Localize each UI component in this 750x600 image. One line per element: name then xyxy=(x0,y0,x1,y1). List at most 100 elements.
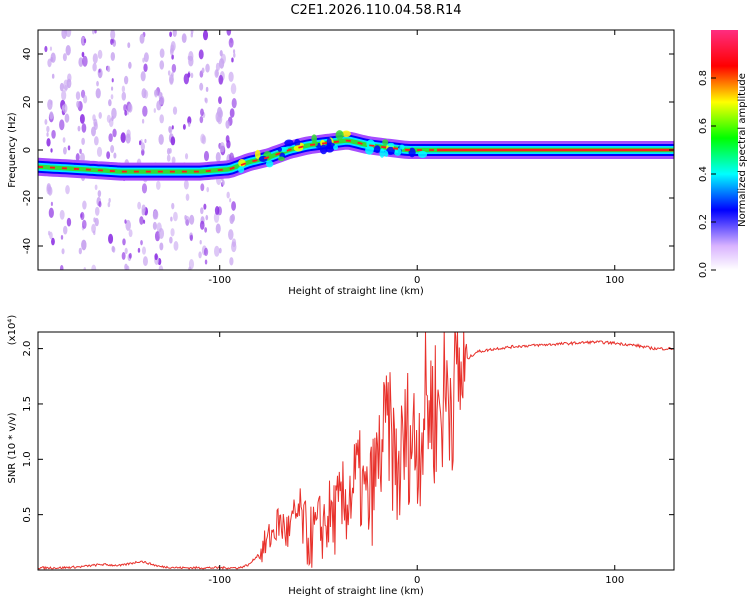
noise-blob xyxy=(137,247,141,253)
noise-blob xyxy=(47,99,53,111)
noise-blob xyxy=(189,214,195,225)
ridge-blob xyxy=(265,160,274,168)
ridge-blob xyxy=(384,150,389,157)
noise-blob xyxy=(48,207,54,219)
colorbar-ticks: 0.0 0.2 0.4 0.6 0.8 xyxy=(698,70,716,278)
noise-blob xyxy=(143,89,149,99)
bottom-plot-frame xyxy=(37,331,675,571)
noise-blob xyxy=(62,103,68,114)
noise-blob xyxy=(215,152,221,163)
ridge-blob xyxy=(277,156,285,162)
noise-blob xyxy=(229,257,234,266)
noise-blob xyxy=(200,108,204,117)
noise-blob xyxy=(218,247,222,254)
noise-blob xyxy=(95,88,101,99)
noise-blob xyxy=(81,239,87,251)
noise-blob xyxy=(111,245,115,253)
noise-blob xyxy=(63,146,67,155)
ridge-blob xyxy=(333,145,339,151)
noise-blob xyxy=(94,206,100,216)
chart-title: C2E1.2026.110.04.58.R14 xyxy=(290,3,461,18)
noise-blob xyxy=(65,45,71,56)
spectrogram-plot-area xyxy=(38,30,674,270)
noise-blob xyxy=(204,227,208,233)
noise-blob xyxy=(188,55,194,67)
noise-blob xyxy=(159,60,165,70)
noise-blob xyxy=(206,186,210,193)
noise-blob xyxy=(51,129,56,139)
noise-blob xyxy=(44,119,48,125)
noise-blob xyxy=(50,201,53,207)
snr-plot-area xyxy=(38,332,674,570)
noise-blob xyxy=(218,96,222,105)
snr-line xyxy=(38,332,674,570)
noise-blob xyxy=(80,213,83,218)
noise-blob xyxy=(111,115,114,122)
noise-blob xyxy=(64,113,70,123)
noise-blob xyxy=(171,125,174,130)
ridge-blob xyxy=(258,155,268,162)
noise-blob xyxy=(82,95,88,104)
noise-blob xyxy=(98,201,102,208)
x-tick-label: -100 xyxy=(208,275,231,286)
y-tick-label: 0 xyxy=(22,147,33,153)
noise-blob xyxy=(229,108,235,118)
noise-blob xyxy=(200,207,204,215)
noise-blob xyxy=(138,140,142,146)
noise-blob xyxy=(50,148,53,153)
noise-blob xyxy=(111,78,114,83)
colorbar-label: Normalized spectral amplitude xyxy=(737,73,748,227)
noise-blob xyxy=(231,57,234,63)
noise-blob xyxy=(78,247,82,255)
noise-blob xyxy=(81,123,87,133)
noise-blob xyxy=(123,104,127,112)
colorbar-tick-label: 0.2 xyxy=(698,214,709,230)
noise-blob xyxy=(173,240,179,251)
y-tick-label: 40 xyxy=(22,48,33,61)
noise-blob xyxy=(97,190,102,198)
noise-blob xyxy=(230,213,235,223)
noise-blob xyxy=(121,252,126,260)
noise-blob xyxy=(108,198,111,203)
noise-blob xyxy=(62,53,67,62)
noise-blob xyxy=(226,30,232,36)
noise-blob xyxy=(92,62,97,72)
noise-blob xyxy=(214,245,220,257)
noise-blob xyxy=(226,139,231,149)
noise-blob xyxy=(199,82,204,91)
noise-blob xyxy=(49,111,54,120)
noise-blob xyxy=(169,74,174,84)
noise-blob xyxy=(140,142,145,151)
noise-blob xyxy=(181,33,187,44)
noise-blob xyxy=(167,70,171,76)
noise-blob xyxy=(187,122,191,127)
noise-blob xyxy=(232,49,236,54)
noise-blob xyxy=(110,51,116,61)
noise-blob xyxy=(155,180,161,190)
noise-blob xyxy=(94,217,99,227)
noise-blob xyxy=(189,234,193,242)
noise-blob xyxy=(64,84,68,92)
noise-blob xyxy=(123,75,129,85)
ridge-blob xyxy=(418,150,428,158)
noise-blob xyxy=(51,237,55,246)
noise-blob xyxy=(187,116,192,125)
noise-blob xyxy=(204,259,208,265)
noise-blob xyxy=(61,248,65,255)
noise-blob xyxy=(201,67,205,74)
noise-blob xyxy=(110,94,114,100)
noise-blob xyxy=(169,236,173,244)
noise-blob xyxy=(217,106,223,118)
spectrogram-panel: -100 0 100 -40 -20 0 20 40 Height of straight l… xyxy=(7,29,748,297)
noise-blob xyxy=(81,137,85,146)
noise-blob xyxy=(125,219,131,231)
noise-blob xyxy=(79,113,85,124)
noise-blob xyxy=(182,123,186,130)
noise-blob xyxy=(218,74,224,85)
noise-blob xyxy=(126,110,129,115)
x-tick-label: 0 xyxy=(414,275,420,286)
noise-blob xyxy=(142,256,148,267)
noise-blob xyxy=(127,42,131,49)
noise-blob xyxy=(110,86,114,91)
